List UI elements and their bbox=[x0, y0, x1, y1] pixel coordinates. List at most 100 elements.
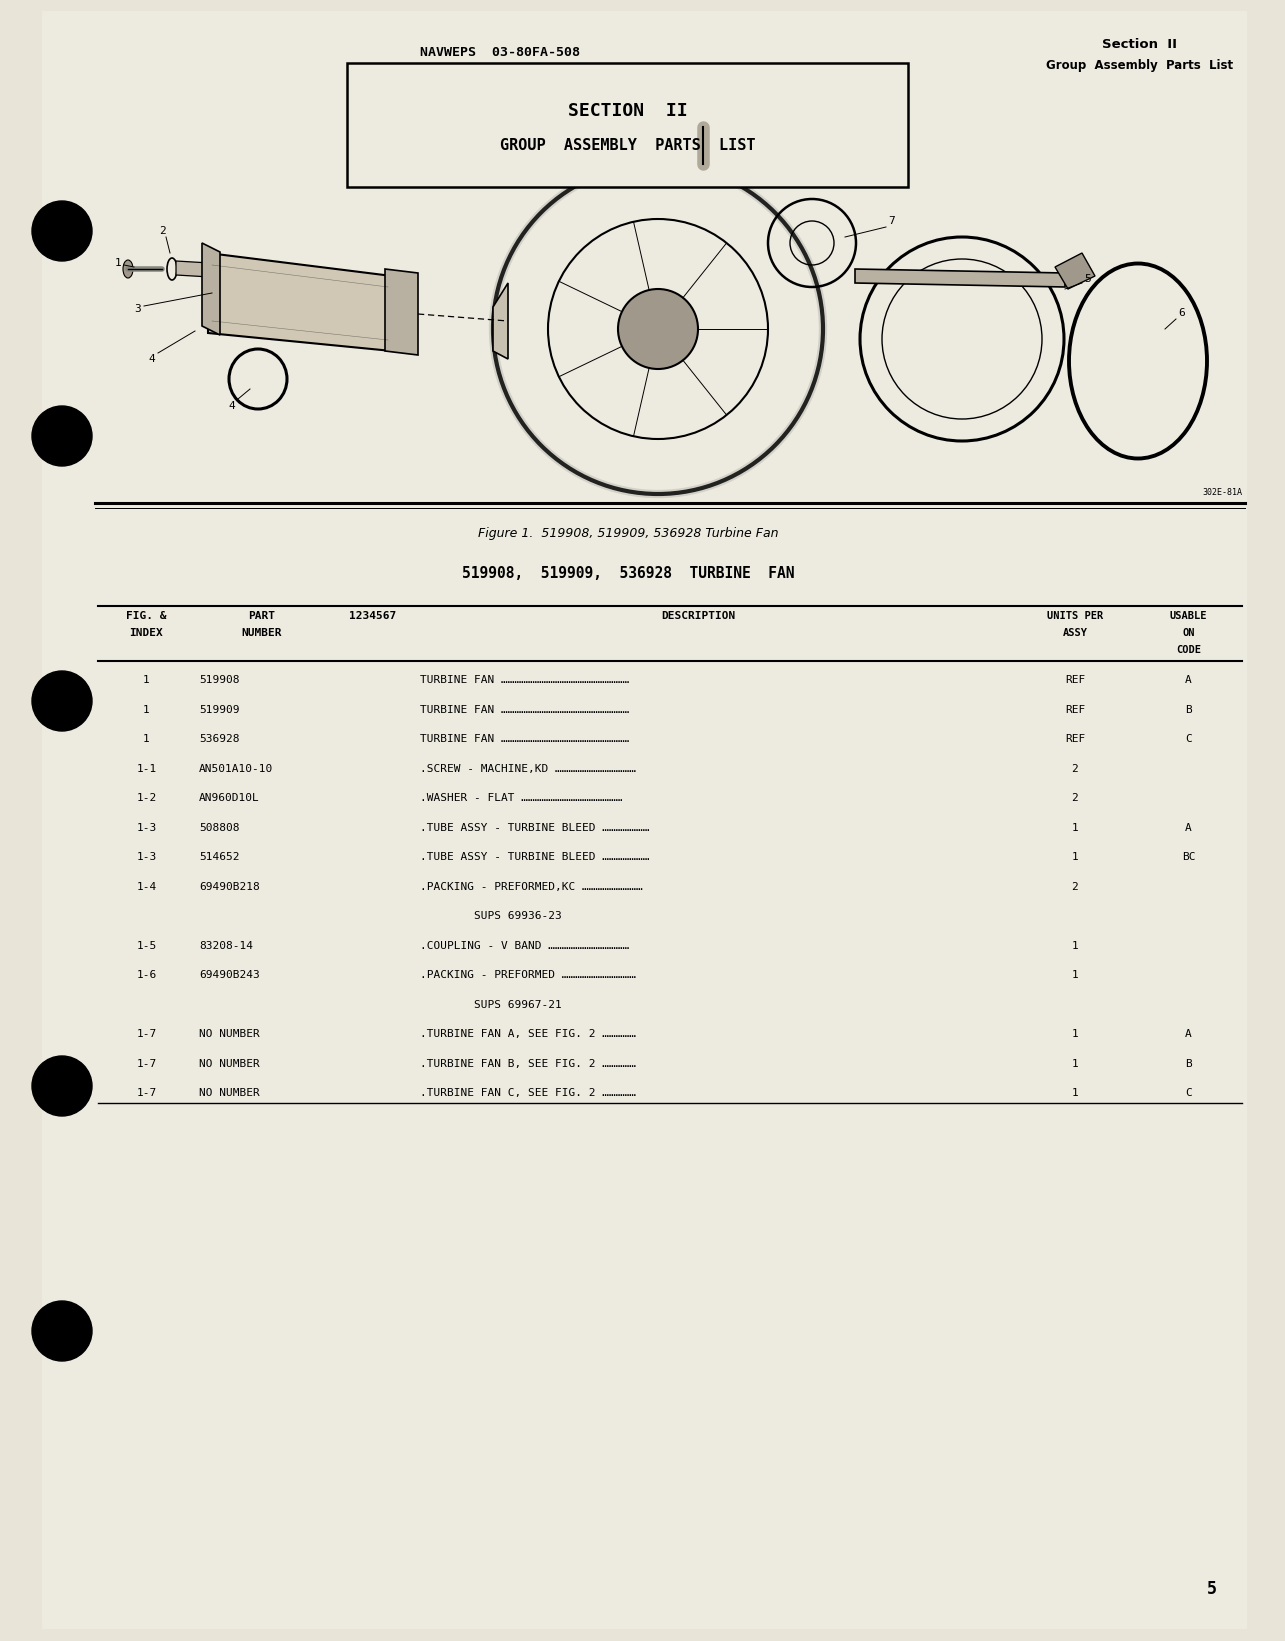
Text: A: A bbox=[1185, 1029, 1192, 1039]
Text: 519909: 519909 bbox=[199, 706, 239, 715]
Ellipse shape bbox=[677, 153, 729, 176]
Text: PART: PART bbox=[248, 610, 275, 620]
Polygon shape bbox=[1055, 253, 1095, 289]
Text: AN501A10-10: AN501A10-10 bbox=[199, 763, 274, 775]
Text: 1-7: 1-7 bbox=[136, 1058, 157, 1068]
Text: FIG. &: FIG. & bbox=[126, 610, 167, 620]
Text: REF: REF bbox=[1065, 706, 1085, 715]
Text: 1: 1 bbox=[1072, 970, 1078, 980]
Text: 83208-14: 83208-14 bbox=[199, 940, 253, 950]
Circle shape bbox=[618, 289, 698, 369]
Text: Group  Assembly  Parts  List: Group Assembly Parts List bbox=[1046, 59, 1234, 72]
Text: 1-1: 1-1 bbox=[136, 763, 157, 775]
Polygon shape bbox=[208, 253, 392, 351]
Text: 3: 3 bbox=[135, 304, 141, 313]
Text: 1: 1 bbox=[114, 258, 121, 267]
Text: NO NUMBER: NO NUMBER bbox=[199, 1058, 260, 1068]
Text: REF: REF bbox=[1065, 676, 1085, 686]
Text: .TURBINE FAN A, SEE FIG. 2 ……………: .TURBINE FAN A, SEE FIG. 2 …………… bbox=[420, 1029, 636, 1039]
Text: 1-5: 1-5 bbox=[136, 940, 157, 950]
Polygon shape bbox=[855, 269, 1065, 287]
Text: Figure 1.  519908, 519909, 536928 Turbine Fan: Figure 1. 519908, 519909, 536928 Turbine… bbox=[478, 527, 779, 540]
Polygon shape bbox=[493, 282, 508, 359]
Text: TURBINE FAN …………………………………………………: TURBINE FAN ………………………………………………… bbox=[420, 734, 630, 745]
Text: Section  II: Section II bbox=[1103, 38, 1177, 51]
Text: 5: 5 bbox=[1207, 1580, 1217, 1598]
Circle shape bbox=[32, 405, 93, 466]
Text: ON: ON bbox=[1182, 629, 1195, 638]
Text: 6: 6 bbox=[1178, 309, 1185, 318]
Text: 4: 4 bbox=[149, 354, 155, 364]
Text: 1-3: 1-3 bbox=[136, 822, 157, 834]
Text: SUPS 69967-21: SUPS 69967-21 bbox=[420, 999, 562, 1009]
Text: UNITS PER: UNITS PER bbox=[1047, 610, 1103, 620]
Text: 2: 2 bbox=[1072, 763, 1078, 775]
Text: 4: 4 bbox=[229, 400, 235, 410]
Text: B: B bbox=[1185, 1058, 1192, 1068]
Polygon shape bbox=[176, 261, 209, 277]
Text: TURBINE FAN …………………………………………………: TURBINE FAN ………………………………………………… bbox=[420, 676, 630, 686]
Text: SUPS 69936-23: SUPS 69936-23 bbox=[420, 911, 562, 921]
Text: 5: 5 bbox=[1085, 274, 1091, 284]
Text: NAVWEPS  03-80FA-508: NAVWEPS 03-80FA-508 bbox=[420, 46, 580, 59]
Text: ASSY: ASSY bbox=[1063, 629, 1087, 638]
Circle shape bbox=[32, 1301, 93, 1360]
Text: 69490B243: 69490B243 bbox=[199, 970, 260, 980]
Text: 514652: 514652 bbox=[199, 852, 239, 862]
Text: INDEX: INDEX bbox=[130, 629, 163, 638]
Text: 1: 1 bbox=[143, 676, 150, 686]
Text: 1234567: 1234567 bbox=[350, 610, 397, 620]
Polygon shape bbox=[202, 243, 220, 335]
Text: 2: 2 bbox=[158, 226, 166, 236]
Text: .PACKING - PREFORMED,KC ………………………: .PACKING - PREFORMED,KC ……………………… bbox=[420, 881, 642, 891]
Text: 2: 2 bbox=[1072, 881, 1078, 891]
Text: 1-4: 1-4 bbox=[136, 881, 157, 891]
Text: NUMBER: NUMBER bbox=[242, 629, 281, 638]
Text: 2: 2 bbox=[1072, 793, 1078, 804]
Text: 1-6: 1-6 bbox=[136, 970, 157, 980]
Text: .TUBE ASSY - TURBINE BLEED …………………: .TUBE ASSY - TURBINE BLEED ………………… bbox=[420, 822, 649, 834]
Text: SECTION  II: SECTION II bbox=[568, 102, 687, 120]
Text: A: A bbox=[1185, 676, 1192, 686]
Text: 69490B218: 69490B218 bbox=[199, 881, 260, 891]
Text: A: A bbox=[1185, 822, 1192, 834]
Text: 1-2: 1-2 bbox=[136, 793, 157, 804]
Text: 1-7: 1-7 bbox=[136, 1088, 157, 1098]
FancyBboxPatch shape bbox=[42, 11, 1246, 1630]
Text: BC: BC bbox=[1182, 852, 1195, 862]
Ellipse shape bbox=[123, 259, 134, 277]
Text: .TURBINE FAN C, SEE FIG. 2 ……………: .TURBINE FAN C, SEE FIG. 2 …………… bbox=[420, 1088, 636, 1098]
Circle shape bbox=[32, 671, 93, 730]
Text: .SCREW - MACHINE,KD ………………………………: .SCREW - MACHINE,KD ……………………………… bbox=[420, 763, 636, 775]
Text: AN960D10L: AN960D10L bbox=[199, 793, 260, 804]
Text: 519908,  519909,  536928  TURBINE  FAN: 519908, 519909, 536928 TURBINE FAN bbox=[461, 566, 794, 581]
Text: 508808: 508808 bbox=[199, 822, 239, 834]
Text: 1: 1 bbox=[1072, 1029, 1078, 1039]
FancyBboxPatch shape bbox=[347, 62, 908, 187]
Text: C: C bbox=[1185, 1088, 1192, 1098]
Text: CODE: CODE bbox=[1176, 645, 1201, 655]
Polygon shape bbox=[386, 269, 418, 354]
Text: 1: 1 bbox=[1072, 1088, 1078, 1098]
Text: 7: 7 bbox=[889, 217, 896, 226]
Text: 1: 1 bbox=[143, 706, 150, 715]
Text: C: C bbox=[1185, 734, 1192, 745]
Text: .TUBE ASSY - TURBINE BLEED …………………: .TUBE ASSY - TURBINE BLEED ………………… bbox=[420, 852, 649, 862]
Text: B: B bbox=[1185, 706, 1192, 715]
Text: 519908: 519908 bbox=[199, 676, 239, 686]
Text: .COUPLING - V BAND ………………………………: .COUPLING - V BAND ……………………………… bbox=[420, 940, 630, 950]
Text: 1: 1 bbox=[1072, 1058, 1078, 1068]
Text: USABLE: USABLE bbox=[1169, 610, 1207, 620]
Text: NO NUMBER: NO NUMBER bbox=[199, 1029, 260, 1039]
Text: .TURBINE FAN B, SEE FIG. 2 ……………: .TURBINE FAN B, SEE FIG. 2 …………… bbox=[420, 1058, 636, 1068]
Text: 1: 1 bbox=[1072, 940, 1078, 950]
Text: GROUP  ASSEMBLY  PARTS  LIST: GROUP ASSEMBLY PARTS LIST bbox=[500, 138, 756, 153]
Text: 1: 1 bbox=[1072, 852, 1078, 862]
Text: DESCRIPTION: DESCRIPTION bbox=[660, 610, 735, 620]
Text: 536928: 536928 bbox=[199, 734, 239, 745]
Text: REF: REF bbox=[1065, 734, 1085, 745]
Text: 1-7: 1-7 bbox=[136, 1029, 157, 1039]
Text: 302E-81A: 302E-81A bbox=[1201, 487, 1243, 497]
Text: 1: 1 bbox=[143, 734, 150, 745]
Text: 1: 1 bbox=[1072, 822, 1078, 834]
